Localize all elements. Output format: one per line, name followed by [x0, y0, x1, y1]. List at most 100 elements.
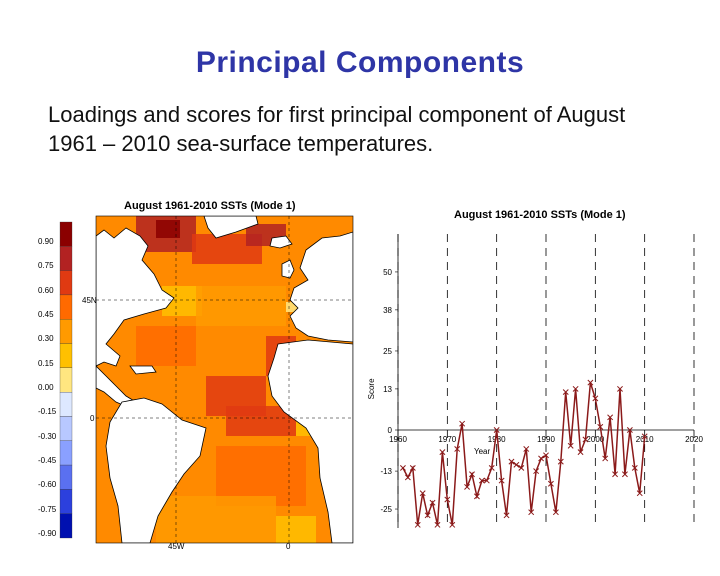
x-axis-label: Year	[474, 447, 491, 456]
y-tick-label: -13	[380, 467, 392, 476]
legend-swatch	[59, 392, 73, 417]
score-point	[424, 512, 431, 519]
score-point	[478, 477, 485, 484]
legend-swatch	[59, 221, 73, 247]
score-point	[592, 395, 599, 402]
legend-swatch	[59, 367, 73, 393]
score-point	[572, 385, 579, 392]
x-tick-label: 1960	[389, 435, 407, 444]
legend-label: -0.30	[38, 431, 57, 441]
score-point	[567, 442, 574, 449]
score-point	[404, 474, 411, 481]
slide-body: Loadings and scores for first principal …	[48, 100, 708, 158]
legend-swatch	[59, 319, 73, 344]
score-point	[547, 480, 554, 487]
south-america	[105, 397, 207, 543]
greenland	[203, 216, 259, 239]
score-point	[469, 471, 475, 478]
score-point	[454, 446, 461, 452]
legend-swatch	[59, 270, 73, 296]
legend-label: -0.15	[38, 407, 57, 417]
europe	[289, 231, 353, 343]
north-america	[96, 227, 175, 367]
score-point	[621, 471, 628, 478]
legend-swatch	[59, 246, 73, 271]
ocean-patch	[156, 220, 180, 238]
score-point	[513, 461, 520, 468]
score-chart: 1960 1970 1980 1990 2000 2010 2020503825130-13…	[367, 234, 703, 528]
legend-label: -0.90	[38, 528, 57, 538]
x-tick-label: 2000	[586, 435, 604, 444]
score-point	[533, 468, 540, 475]
legend-label: -0.60	[38, 480, 57, 490]
ocean-patch	[286, 302, 300, 312]
score-point	[409, 464, 416, 471]
score-point	[429, 499, 436, 506]
score-point	[434, 521, 441, 528]
score-point	[552, 509, 559, 516]
x-tick-label: 1970	[438, 435, 456, 444]
legend-label: 0.90	[38, 237, 54, 247]
score-point	[543, 452, 549, 459]
legend-swatch	[59, 416, 73, 441]
lat-label-0: 0	[90, 414, 95, 423]
score-point	[493, 427, 500, 433]
score-point	[538, 455, 545, 462]
score-point	[636, 490, 643, 497]
y-axis-label: Score	[367, 378, 376, 399]
loadings-map	[95, 215, 354, 544]
score-point	[508, 458, 515, 465]
score-point	[488, 464, 495, 471]
score-point	[414, 521, 421, 528]
score-point	[562, 389, 569, 396]
y-tick-label: 25	[383, 347, 392, 356]
score-point	[587, 379, 594, 386]
score-point	[464, 483, 471, 490]
score-point	[473, 493, 480, 500]
lat-label-45n: 45N	[82, 296, 97, 305]
ocean-patch	[196, 286, 286, 326]
legend-label: -0.75	[38, 504, 57, 514]
slide-title: Principal Components	[195, 46, 525, 79]
caribbean-islands	[129, 365, 157, 375]
legend-label: 0.00	[38, 383, 54, 392]
score-point	[444, 496, 451, 503]
iceland	[269, 235, 293, 249]
lon-label-45w: 45W	[168, 542, 185, 551]
score-point	[449, 521, 456, 528]
legend-swatch	[59, 489, 73, 514]
score-point	[631, 464, 638, 471]
legend-swatch	[59, 294, 73, 320]
legend-label: 0.30	[38, 334, 54, 344]
ocean-patch	[136, 326, 196, 366]
score-point	[459, 420, 466, 427]
legend-swatch	[59, 343, 73, 368]
score-point	[602, 455, 609, 462]
score-point	[582, 436, 589, 443]
legend-swatch	[59, 440, 73, 466]
lon-label-0: 0	[286, 542, 291, 551]
x-tick-label: 1990	[537, 435, 555, 444]
british-isles	[281, 259, 295, 279]
score-point	[557, 458, 564, 465]
legend-swatch	[59, 513, 73, 539]
legend-swatch	[59, 464, 73, 490]
y-tick-label: -25	[380, 505, 392, 514]
score-point	[612, 471, 619, 478]
y-tick-label: 50	[383, 268, 392, 277]
score-point	[503, 512, 510, 519]
score-point	[528, 509, 535, 516]
score-point	[399, 464, 406, 471]
ocean-patch	[156, 496, 276, 543]
score-series-line	[402, 382, 646, 525]
score-point	[626, 427, 633, 433]
ocean-patch	[276, 516, 316, 543]
legend-label: 0.75	[38, 261, 54, 271]
score-point	[419, 490, 426, 497]
score-point	[439, 449, 446, 456]
score-point	[641, 433, 648, 440]
score-point	[518, 464, 525, 471]
legend-label: 0.60	[38, 285, 54, 295]
score-point	[617, 385, 623, 392]
slide-body-line2: 1961 – 2010 sea-surface temperatures.	[48, 131, 434, 156]
